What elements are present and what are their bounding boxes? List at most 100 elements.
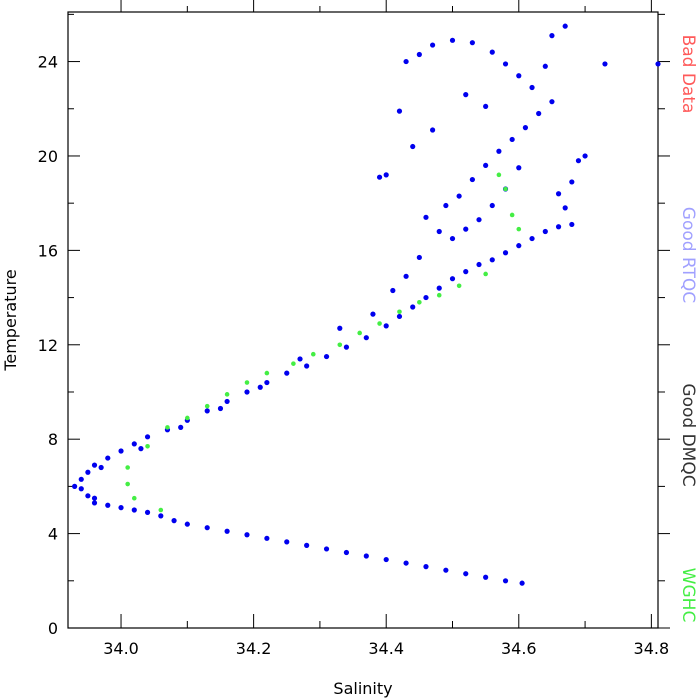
data-point bbox=[502, 61, 509, 67]
data-point bbox=[516, 226, 522, 232]
data-point bbox=[165, 425, 170, 430]
data-point bbox=[509, 136, 515, 143]
data-point bbox=[185, 415, 190, 421]
data-point bbox=[519, 580, 525, 586]
data-point bbox=[410, 143, 416, 150]
data-point bbox=[562, 23, 568, 29]
data-point bbox=[78, 486, 84, 492]
data-point bbox=[224, 528, 230, 534]
data-point bbox=[217, 405, 224, 412]
data-point bbox=[158, 513, 164, 519]
data-point bbox=[244, 532, 250, 538]
x-tick-label: 34.4 bbox=[368, 639, 404, 658]
data-point bbox=[118, 448, 124, 454]
data-point bbox=[204, 403, 210, 409]
data-point bbox=[483, 162, 489, 169]
data-point bbox=[516, 243, 522, 249]
data-point bbox=[264, 379, 270, 386]
data-point bbox=[423, 294, 429, 301]
data-point bbox=[370, 311, 376, 317]
data-point bbox=[85, 493, 91, 499]
data-point bbox=[456, 283, 462, 289]
data-point bbox=[145, 443, 150, 449]
data-point bbox=[503, 186, 508, 192]
x-tick-label: 34.8 bbox=[634, 639, 670, 658]
data-point bbox=[131, 441, 137, 447]
data-point bbox=[463, 226, 469, 232]
y-tick-label: 16 bbox=[38, 241, 58, 260]
data-point bbox=[496, 148, 502, 154]
data-point bbox=[655, 61, 661, 67]
data-point bbox=[416, 51, 422, 58]
data-point bbox=[257, 384, 263, 390]
data-point bbox=[377, 321, 382, 326]
data-point bbox=[297, 356, 303, 362]
y-tick-label: 12 bbox=[38, 336, 58, 355]
data-point bbox=[98, 464, 104, 471]
data-point bbox=[436, 285, 442, 291]
data-point bbox=[323, 353, 330, 360]
data-point bbox=[555, 224, 562, 230]
data-point bbox=[483, 574, 489, 580]
y-axis: 0 4 8 12 16 20 24 bbox=[38, 13, 670, 638]
data-point bbox=[131, 495, 137, 501]
data-point bbox=[602, 61, 608, 67]
data-point bbox=[105, 502, 111, 508]
y-tick-label: 20 bbox=[38, 147, 58, 166]
y-tick-label: 24 bbox=[38, 53, 58, 72]
data-point bbox=[337, 342, 343, 348]
data-point bbox=[549, 33, 555, 39]
data-point bbox=[443, 567, 449, 573]
data-point bbox=[376, 174, 383, 180]
data-point bbox=[144, 434, 151, 440]
legend-label: Good DMQC bbox=[678, 383, 698, 486]
y-tick-label: 4 bbox=[48, 525, 58, 544]
y-tick-label: 8 bbox=[48, 430, 58, 449]
data-point bbox=[204, 525, 210, 531]
data-point bbox=[509, 212, 515, 218]
data-point bbox=[224, 398, 230, 405]
data-point bbox=[264, 370, 270, 376]
x-axis-title: Salinity bbox=[333, 679, 392, 698]
data-point bbox=[244, 380, 250, 385]
data-point bbox=[542, 228, 548, 235]
data-point bbox=[310, 351, 316, 357]
data-point bbox=[483, 271, 488, 277]
data-point bbox=[516, 73, 522, 79]
data-point bbox=[536, 110, 542, 117]
data-point bbox=[562, 205, 568, 211]
data-point bbox=[410, 304, 416, 310]
data-point bbox=[264, 535, 270, 541]
data-point bbox=[204, 408, 210, 414]
data-point bbox=[363, 553, 369, 559]
data-point bbox=[469, 40, 475, 46]
data-point bbox=[476, 261, 482, 268]
scatter-points bbox=[72, 23, 661, 586]
data-point bbox=[91, 495, 98, 501]
data-point bbox=[463, 92, 469, 98]
data-point bbox=[569, 221, 575, 228]
data-point bbox=[502, 578, 509, 584]
data-point bbox=[443, 202, 449, 209]
data-point bbox=[284, 370, 290, 376]
x-axis: 34.0 34.2 34.4 34.6 34.8 bbox=[103, 0, 669, 658]
data-point bbox=[224, 392, 230, 397]
data-point bbox=[449, 235, 456, 242]
data-point bbox=[542, 63, 548, 69]
data-point bbox=[125, 481, 130, 487]
data-point bbox=[403, 273, 409, 279]
data-point bbox=[476, 217, 482, 223]
data-point bbox=[463, 571, 469, 577]
data-point bbox=[383, 172, 389, 178]
y-axis-title: Temperature bbox=[1, 269, 20, 371]
x-tick-label: 34.2 bbox=[236, 639, 272, 658]
data-point bbox=[178, 424, 184, 430]
data-point bbox=[502, 250, 509, 256]
data-point bbox=[91, 500, 98, 506]
plot-frame bbox=[67, 11, 659, 629]
data-point bbox=[416, 254, 422, 261]
data-point bbox=[291, 361, 296, 366]
data-point bbox=[489, 202, 495, 209]
data-point bbox=[343, 344, 350, 350]
